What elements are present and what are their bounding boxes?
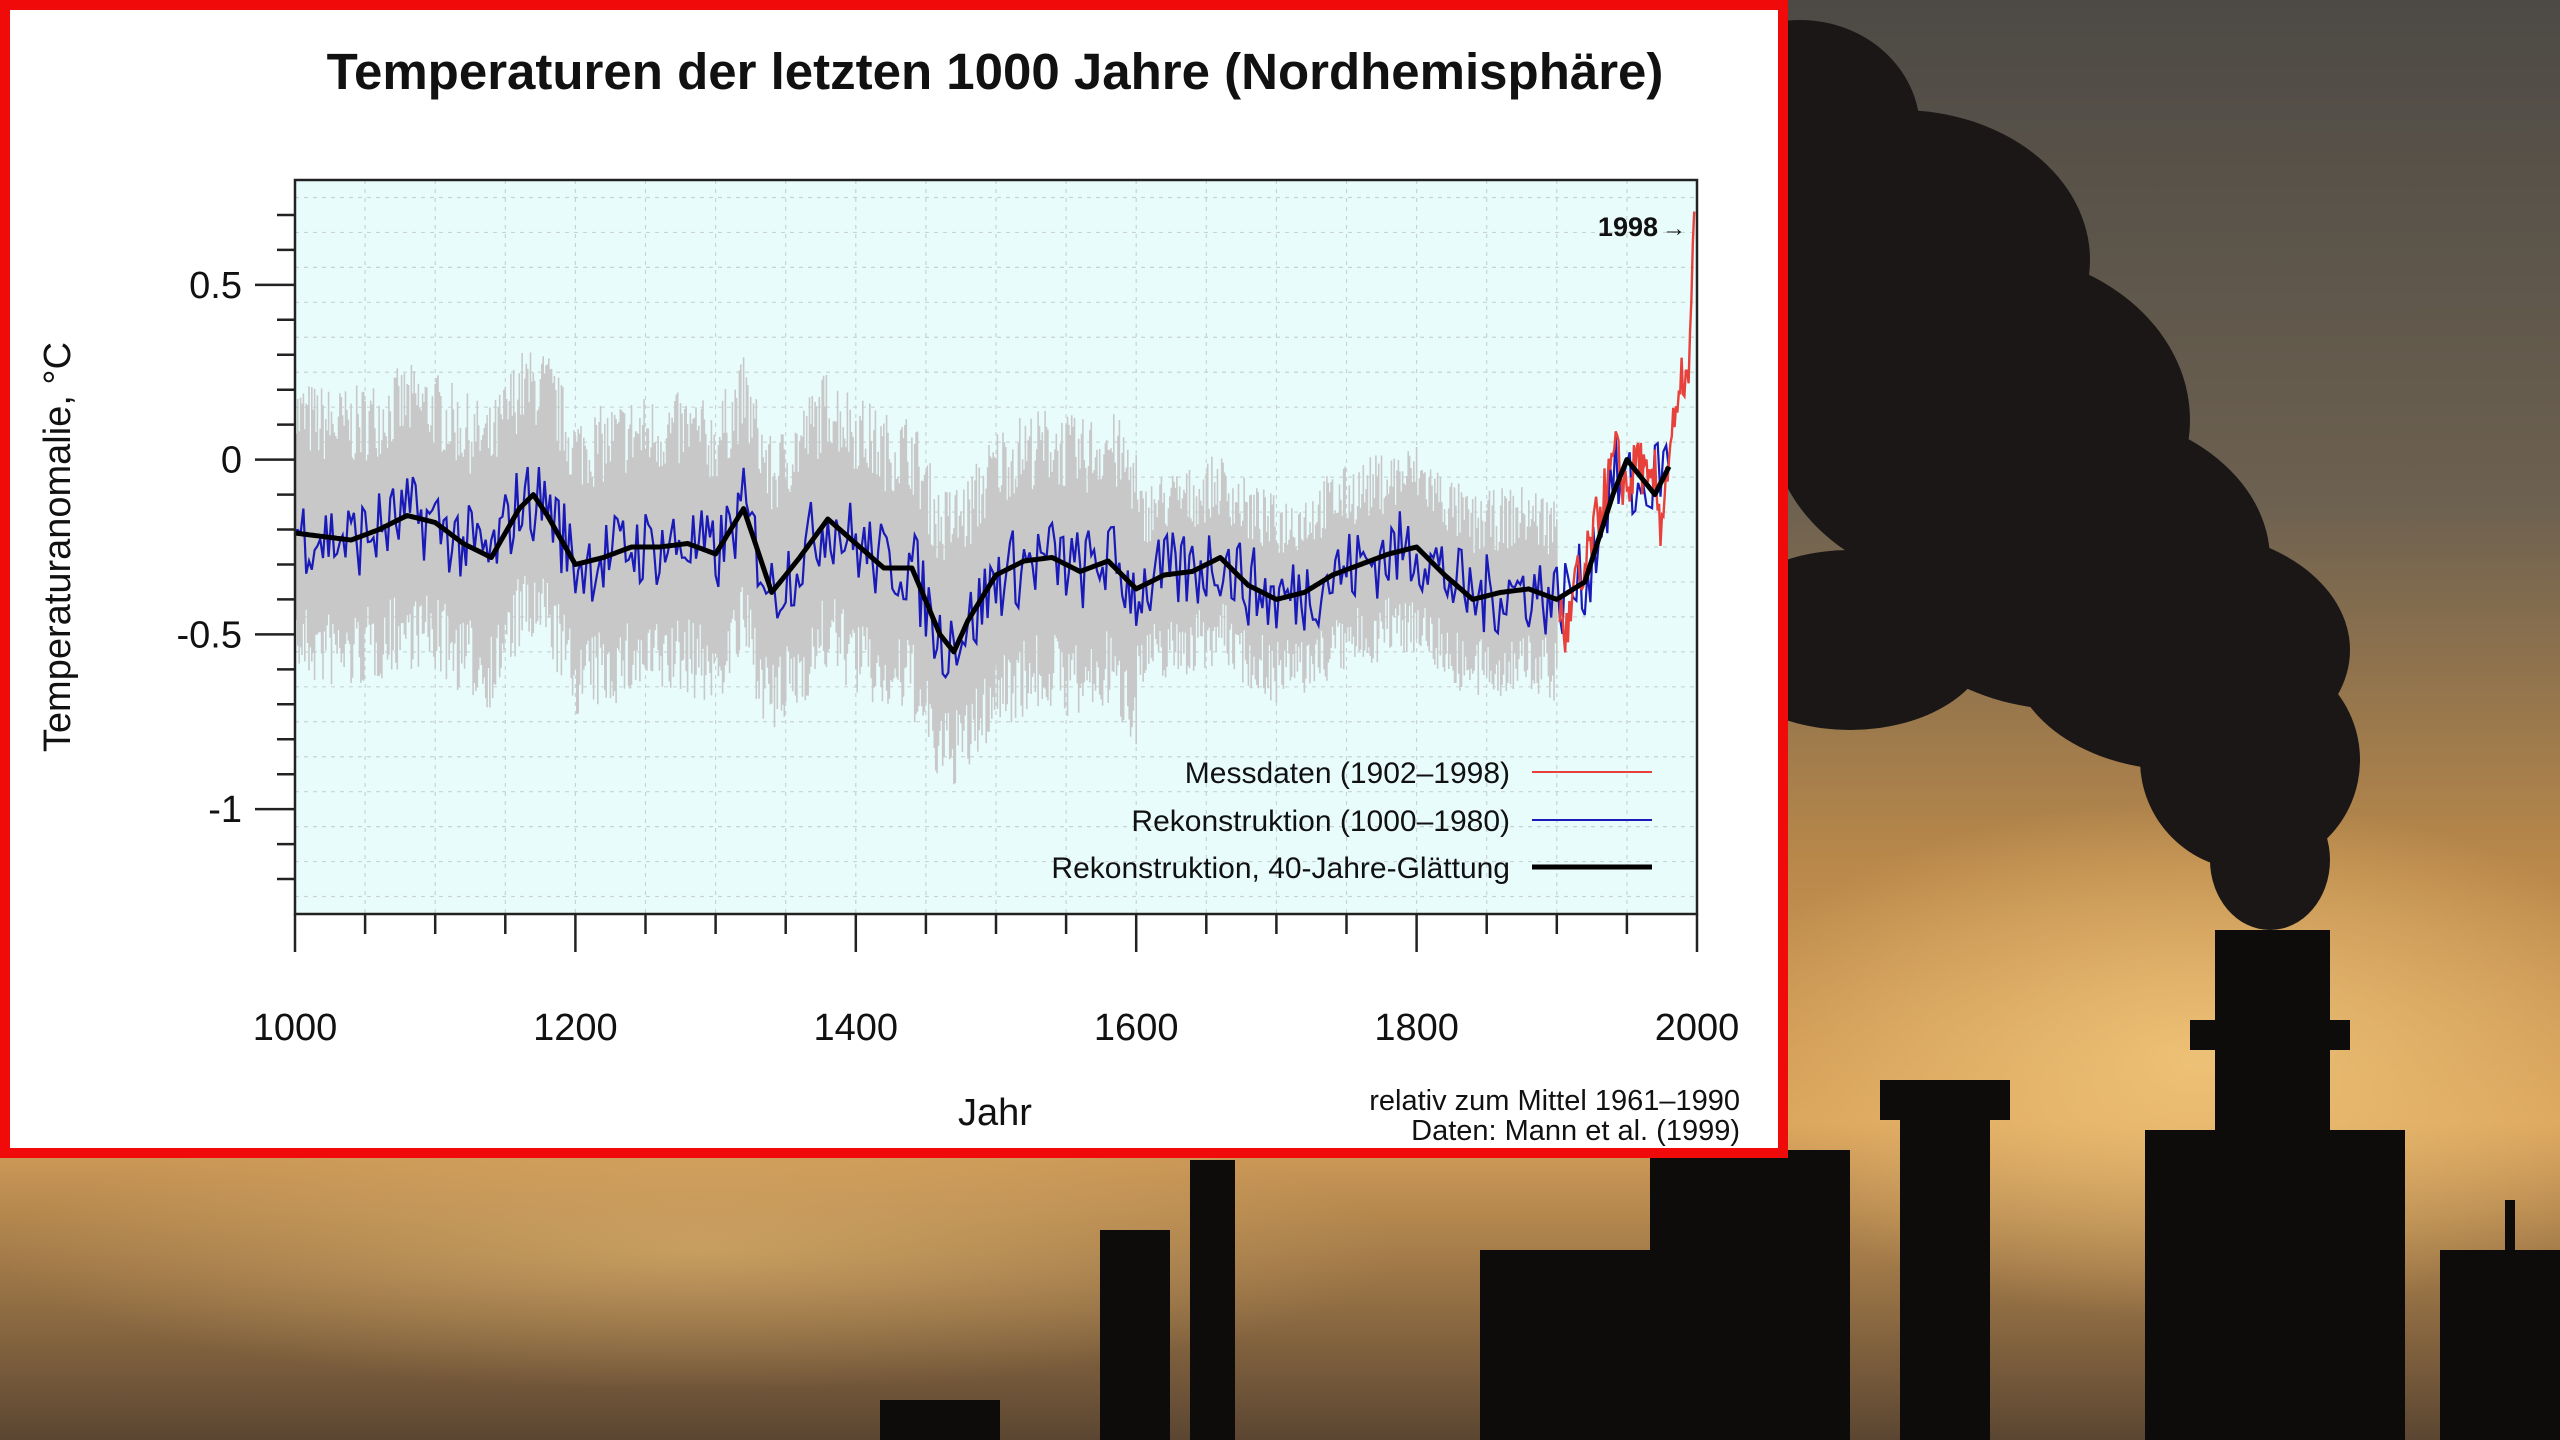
annotation-arrow: → [1662, 215, 1686, 242]
y-tick-label: 0 [221, 440, 242, 482]
y-tick-label: -0.5 [177, 614, 242, 656]
y-axis: 0.5 0 -0.5 -1 [177, 213, 295, 881]
x-tick-label: 1200 [533, 1007, 618, 1049]
smoke-plume [1680, 20, 2360, 930]
footnote-source: Daten: Mann et al. (1999) [1411, 1115, 1740, 1147]
x-tick-label: 2000 [1655, 1007, 1740, 1049]
x-tick-label: 1000 [253, 1007, 338, 1049]
series-line-rekonstruktion [294, 437, 1671, 680]
annotation-1998: 1998 [1598, 212, 1658, 242]
x-tick-label: 1400 [814, 1007, 899, 1049]
legend-label: Rekonstruktion (1000–1980) [1131, 805, 1510, 838]
chart-panel: Temperaturen der letzten 1000 Jahre (Nor… [0, 0, 1788, 1158]
chart-title: Temperaturen der letzten 1000 Jahre (Nor… [327, 43, 1664, 100]
x-tick-label: 1800 [1374, 1007, 1459, 1049]
series-line-glaettung [294, 457, 1672, 655]
x-tick-label: 1600 [1094, 1007, 1179, 1049]
temperature-chart: Temperaturen der letzten 1000 Jahre (Nor… [37, 43, 1740, 1147]
x-axis: 1000 1200 1400 1600 1800 2000 [253, 914, 1740, 1049]
y-axis-label: Temperaturanomalie, °C [37, 342, 79, 752]
series-line-messdaten [1558, 211, 1696, 653]
legend-label: Rekonstruktion, 40-Jahre-Glättung [1051, 852, 1510, 885]
legend: Messdaten (1902–1998) Rekonstruktion (100… [1051, 757, 1652, 885]
factory-silhouette [880, 930, 2560, 1440]
y-tick-label: 0.5 [189, 265, 242, 307]
y-tick-label: -1 [208, 789, 242, 831]
x-axis-label: Jahr [958, 1092, 1032, 1134]
legend-label: Messdaten (1902–1998) [1185, 757, 1510, 790]
footnote-baseline: relativ zum Mittel 1961–1990 [1369, 1085, 1740, 1117]
data-lines [294, 211, 1696, 680]
